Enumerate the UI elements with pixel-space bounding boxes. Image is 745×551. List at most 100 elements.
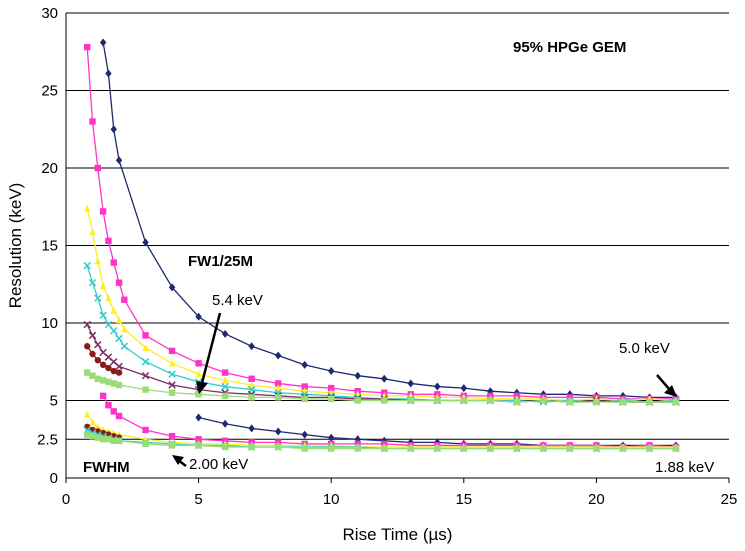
data-point [274,380,282,387]
y-tick-label: 15 [41,238,58,255]
annotations: 95% HPGe GEM FW1/25M FWHM 5.4 keV 5.0 ke… [83,39,714,476]
data-point [89,418,96,426]
data-point [99,361,107,369]
data-point [513,445,521,452]
y-axis-title: Resolution (keV) [6,183,25,309]
data-point [94,434,102,441]
y-tick-label: 30 [41,5,58,22]
x-tick-label: 5 [194,491,202,508]
data-point [301,430,308,439]
series-fw125m-5 [84,343,123,376]
data-point [540,445,547,452]
x-tick-label: 25 [721,491,738,508]
data-point [168,283,176,292]
axes: 0 2.5 5 10 15 20 25 30 0 5 10 15 20 25 Rise Time (µs) R… [6,5,737,544]
data-point [221,369,229,376]
data-point [619,445,627,452]
data-point [84,410,91,418]
data-point [99,377,107,384]
data-point [105,378,112,386]
data-point [274,384,282,392]
data-point [99,436,107,443]
annotation-fwhm: FWHM [83,459,130,476]
data-point [328,384,335,392]
data-point [84,43,91,51]
data-point [142,344,149,351]
data-point [110,125,117,134]
annotation-1-88-kev: 1.88 keV [655,459,714,476]
data-point [328,445,335,452]
data-point [460,384,467,393]
data-point [115,279,123,286]
data-point [84,431,91,438]
data-point [115,316,123,324]
data-point [89,372,96,379]
data-point [221,392,229,400]
data-point [381,397,388,404]
series-line [86,414,676,448]
data-point [221,329,229,338]
data-point [354,371,361,380]
y-tick-label: 25 [41,83,58,100]
data-point [110,380,117,387]
data-point [487,397,494,404]
data-point [513,398,521,406]
data-point [646,445,653,452]
data-point [99,392,107,400]
data-point [274,351,282,360]
data-point [89,432,96,440]
data-point [328,367,335,376]
data-point [94,257,102,265]
data-point [168,432,176,440]
data-point [141,371,150,380]
data-point [274,427,282,436]
data-point [115,369,123,376]
data-point [84,343,91,350]
data-point [168,347,176,355]
data-point [94,294,102,302]
data-point [99,282,107,289]
data-point [142,440,149,448]
data-point [434,382,441,391]
data-point [301,383,308,390]
data-point [110,367,117,375]
data-point [301,395,308,403]
data-point [115,437,123,444]
data-point [88,331,97,340]
data-point [142,426,149,434]
data-point [115,156,123,165]
data-point [120,342,129,350]
data-point [142,386,149,393]
data-point [434,397,441,404]
data-point [89,118,96,125]
data-point [115,412,123,420]
data-point [142,332,149,339]
data-point [540,397,547,404]
series-fw125m-0 [99,38,680,402]
x-tick-label: 10 [323,491,340,508]
data-point [407,379,414,388]
data-point [94,375,102,382]
data-point [566,445,574,452]
data-point [168,381,176,389]
data-point [195,413,202,422]
data-point [195,312,202,321]
data-point [301,360,308,369]
data-point [99,208,107,215]
data-point [407,397,414,404]
data-point [89,227,96,235]
data-point [94,423,102,431]
data-point [115,362,123,371]
data-point [672,445,680,452]
data-point [248,342,255,351]
data-point [110,437,117,444]
series-layer [83,38,680,453]
data-point [105,294,112,302]
data-point [460,397,467,404]
x-tick-label: 15 [455,491,472,508]
data-point [407,445,414,452]
data-point [646,398,653,406]
data-point [121,325,128,333]
data-point [195,391,202,398]
annotation-5-4-kev: 5.4 keV [212,292,263,309]
